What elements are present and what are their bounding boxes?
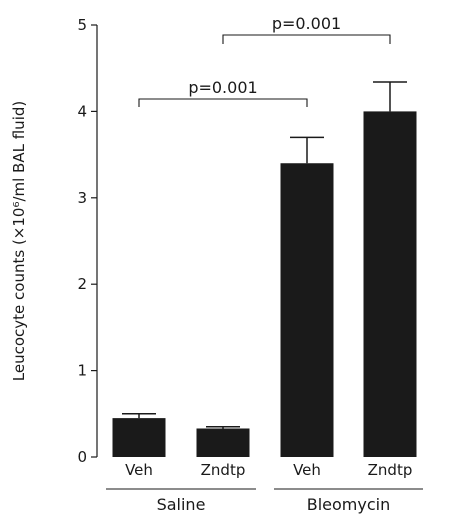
significance-label: p=0.001 bbox=[188, 78, 257, 97]
y-tick-label: 3 bbox=[77, 189, 87, 207]
group-label: Saline bbox=[157, 495, 206, 514]
y-tick-label: 1 bbox=[77, 362, 87, 380]
bar bbox=[363, 111, 417, 458]
category-labels: Veh Zndtp Veh Zndtp bbox=[125, 461, 412, 479]
category-label: Zndtp bbox=[368, 461, 413, 479]
bracket-line bbox=[138, 98, 308, 107]
category-label: Zndtp bbox=[201, 461, 246, 479]
y-axis-label: Leucocyte counts (×10⁶/ml BAL fluid) bbox=[10, 101, 28, 381]
bar bbox=[196, 428, 250, 457]
bar bbox=[280, 163, 334, 458]
significance-bracket: p=0.001 bbox=[222, 14, 391, 44]
category-label: Veh bbox=[293, 461, 321, 479]
error-bars bbox=[122, 81, 407, 429]
y-tick-label: 2 bbox=[77, 275, 87, 293]
significance-bracket: p=0.001 bbox=[138, 78, 308, 107]
axis-layer: 0 1 2 3 4 5 bbox=[77, 16, 98, 466]
bracket-line bbox=[222, 34, 391, 44]
y-tick-label: 4 bbox=[77, 102, 87, 120]
significance-brackets: p=0.001 p=0.001 bbox=[138, 14, 391, 107]
significance-label: p=0.001 bbox=[272, 14, 341, 33]
y-tick-label: 5 bbox=[77, 16, 87, 34]
bars bbox=[112, 111, 417, 458]
category-label: Veh bbox=[125, 461, 153, 479]
y-tick-label: 0 bbox=[77, 448, 87, 466]
error-bar bbox=[373, 81, 407, 112]
error-bar bbox=[290, 136, 324, 164]
group-label: Bleomycin bbox=[307, 495, 391, 514]
group-labels: Saline Bleomycin bbox=[106, 488, 423, 514]
error-bar bbox=[122, 413, 156, 419]
error-bar bbox=[206, 426, 240, 429]
y-ticks: 0 1 2 3 4 5 bbox=[77, 16, 97, 466]
bar bbox=[112, 418, 166, 457]
